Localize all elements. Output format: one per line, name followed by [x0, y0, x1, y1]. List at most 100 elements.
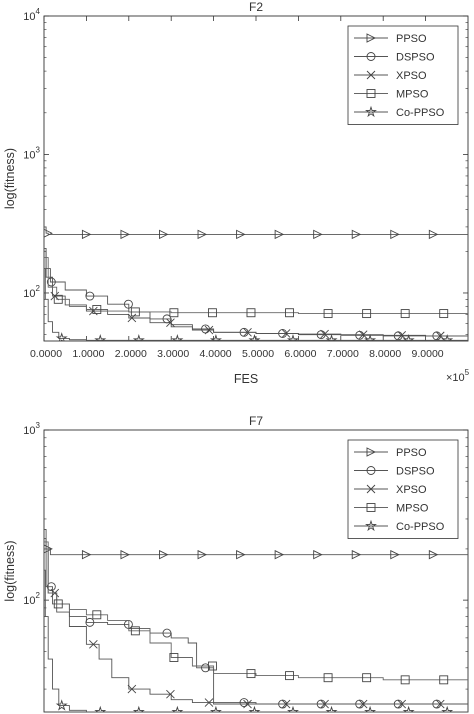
series-marker-co-ppso — [132, 705, 145, 712]
x-tick-label: 0.0000 — [30, 348, 62, 360]
legend-marker — [366, 466, 376, 475]
series-marker-ppso — [197, 229, 208, 240]
series-marker-ppso — [390, 549, 400, 560]
legend-label: MPSO — [396, 503, 429, 515]
series-line-ppso — [44, 226, 468, 235]
series-marker-mpso — [92, 610, 102, 620]
series-marker-ppso — [44, 228, 53, 238]
series-marker-mpso — [207, 661, 217, 671]
series-marker-mpso — [439, 675, 449, 685]
series-marker-mpso — [130, 307, 140, 317]
series-marker-xpso — [243, 327, 252, 337]
series-marker-co-ppso — [209, 705, 222, 712]
legend-marker — [365, 105, 377, 118]
series-marker-xpso — [204, 325, 214, 335]
x-tick-label: 9.0000 — [412, 348, 444, 360]
series-marker-xpso — [166, 689, 175, 699]
legend-label: DSPSO — [396, 52, 435, 64]
series-marker-xpso — [397, 699, 407, 709]
legend-marker — [365, 519, 377, 532]
chart-f2: F2 102 103 104 0.0000 1.0000 2.0000 3.0000 4.000… — [3, 0, 470, 386]
series-marker-ppso — [159, 549, 169, 560]
series-marker-xpso — [320, 699, 329, 709]
series-marker-co-ppso — [248, 334, 261, 341]
series-marker-mpso — [169, 308, 179, 318]
x-tick-label: 1.0000 — [72, 348, 104, 360]
series-marker-xpso — [281, 329, 291, 338]
series-marker-mpso — [439, 309, 449, 319]
series-marker-ppso — [236, 549, 246, 560]
series-line-xpso — [44, 548, 468, 705]
legend-label: XPSO — [396, 70, 427, 82]
series-marker-ppso — [81, 549, 92, 560]
series-marker-mpso — [169, 653, 179, 662]
legend-marker — [366, 447, 377, 457]
legend: PPSO DSPSO XPSO MPSO Co-PPSO — [347, 25, 459, 125]
legend-marker — [366, 89, 376, 98]
series-line-ppso — [44, 538, 468, 556]
series-marker-ppso — [428, 229, 439, 240]
series-marker-dspso — [85, 617, 95, 627]
series-marker-dspso — [123, 299, 133, 309]
y-tick-label: 102 — [23, 284, 40, 300]
series-marker-mpso — [130, 626, 140, 636]
y-tick-label: 104 — [23, 7, 40, 23]
series-marker-xpso — [358, 330, 368, 339]
series-marker-dspso — [46, 277, 56, 287]
series-marker-ppso — [313, 229, 323, 240]
x-axis-label: FES — [234, 372, 258, 386]
series-marker-co-ppso — [94, 705, 107, 712]
series-marker-ppso — [428, 549, 439, 560]
chart-f7: F7 102 103 log(fitness) PPSO DSPSO XPSO MPSO Co-… — [3, 414, 469, 713]
series-marker-co-ppso — [402, 705, 415, 712]
series-marker-ppso — [120, 229, 130, 240]
series-marker-xpso — [243, 699, 252, 709]
series-marker-co-ppso — [402, 334, 415, 341]
x-tick-label: 2.0000 — [115, 348, 147, 360]
series-marker-mpso — [92, 305, 102, 314]
legend-marker — [366, 503, 376, 512]
x-tick-label: 3.0000 — [157, 348, 189, 360]
y-tick-label: 103 — [23, 145, 40, 161]
series-marker-xpso — [320, 329, 329, 339]
series-marker-dspso — [162, 628, 172, 638]
x-exponent-label: ×105 — [446, 368, 470, 384]
legend-marker — [366, 33, 377, 43]
series-marker-xpso — [397, 330, 407, 340]
series-marker-dspso — [201, 663, 210, 673]
series-marker-mpso — [400, 675, 410, 685]
legend-label: PPSO — [396, 447, 427, 459]
series-marker-ppso — [159, 229, 169, 240]
x-tick-label: 7.0000 — [327, 348, 359, 360]
series-marker-ppso — [81, 229, 92, 240]
series-marker-ppso — [120, 549, 130, 560]
y-tick-label: 103 — [23, 421, 40, 437]
series-marker-xpso — [358, 699, 368, 709]
series-marker-mpso — [207, 308, 217, 318]
legend-marker — [366, 70, 376, 80]
series-marker-co-ppso — [55, 699, 68, 711]
series-marker-co-ppso — [364, 334, 377, 341]
series-marker-ppso — [351, 229, 362, 240]
series-marker-mpso — [53, 599, 63, 609]
series-marker-dspso — [85, 291, 95, 301]
series-marker-co-ppso — [287, 705, 299, 712]
legend-label: PPSO — [396, 33, 427, 45]
legend-label: DSPSO — [396, 466, 435, 478]
x-tick-label: 5.0000 — [242, 348, 274, 360]
series-marker-co-ppso — [94, 334, 107, 341]
series-marker-ppso — [197, 549, 208, 560]
series-group — [44, 226, 468, 341]
series-marker-co-ppso — [248, 705, 261, 712]
series-marker-xpso — [127, 313, 137, 323]
series-marker-xpso — [50, 291, 60, 301]
series-marker-mpso — [285, 308, 294, 318]
series-marker-dspso — [239, 698, 249, 708]
series-marker-ppso — [313, 549, 323, 560]
series-marker-mpso — [246, 669, 256, 679]
x-tick-label: 4.0000 — [200, 348, 232, 360]
series-marker-mpso — [362, 309, 372, 319]
legend-label: XPSO — [396, 484, 427, 496]
y-tick-label: 102 — [23, 591, 40, 607]
